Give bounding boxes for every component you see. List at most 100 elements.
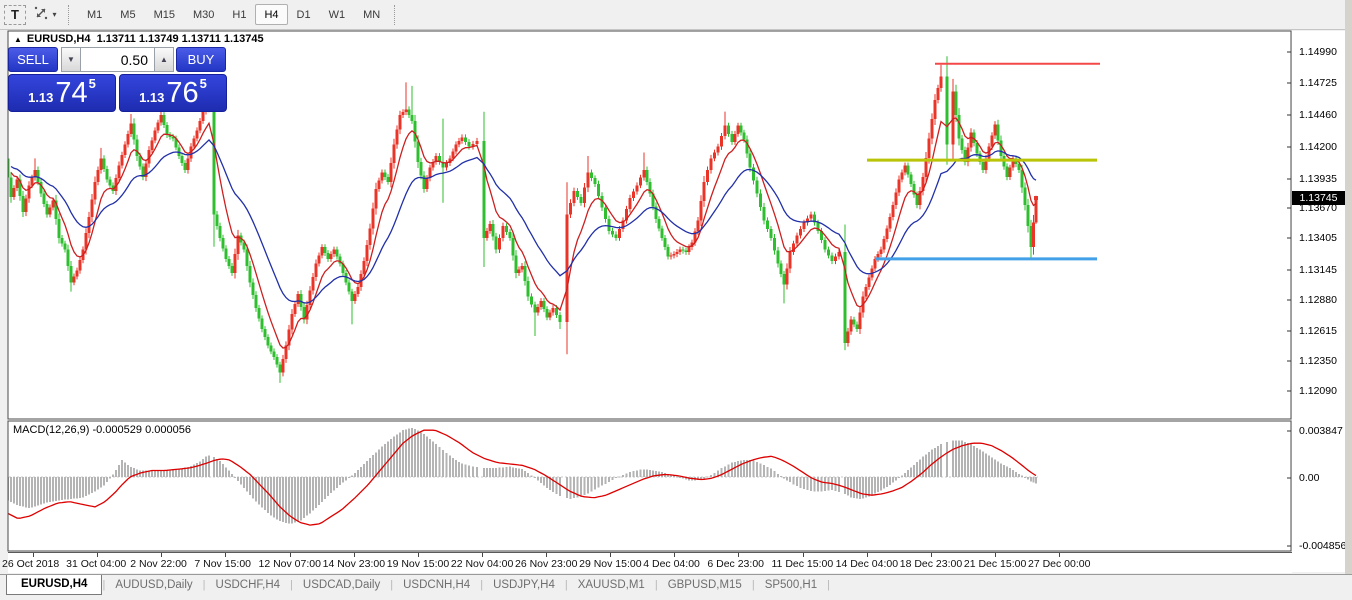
timeframe-button-M5[interactable]: M5 bbox=[120, 8, 136, 21]
dropdown-caret-icon: ▾ bbox=[52, 10, 57, 19]
drawing-tool-button[interactable]: ▾ bbox=[28, 4, 62, 26]
tab-usdcad-daily[interactable]: USDCAD,Daily bbox=[302, 579, 381, 591]
tab-usdchf-h4[interactable]: USDCHF,H4 bbox=[215, 579, 281, 591]
price-chart-canvas[interactable] bbox=[0, 30, 1292, 582]
price-axis-label: 1.13405 bbox=[1299, 232, 1337, 244]
toolbar-grip[interactable] bbox=[68, 4, 73, 25]
date-axis-label: 22 Nov 04:00 bbox=[450, 558, 514, 570]
sell-price-main: 74 bbox=[55, 77, 88, 109]
buy-price-prefix: 1.13 bbox=[139, 90, 165, 105]
macd-axis-label: 0.003847 bbox=[1299, 425, 1343, 437]
slow-ma-line bbox=[10, 138, 1037, 304]
tab-separator: | bbox=[390, 579, 394, 591]
timeframe-button-M1[interactable]: M1 bbox=[87, 8, 103, 21]
last-price-marker bbox=[1034, 196, 1038, 201]
date-axis-label: 7 Nov 15:00 bbox=[194, 558, 251, 570]
date-axis-tick bbox=[802, 553, 804, 557]
price-axis-label: 1.13935 bbox=[1299, 173, 1337, 185]
price-axis-label: 1.13670 bbox=[1299, 202, 1337, 214]
macd-pane-background bbox=[8, 421, 1291, 551]
date-axis[interactable]: 26 Oct 2018 31 Oct 04:00 2 Nov 22:00 7 Nov … bbox=[2, 552, 1292, 573]
date-axis-label: 14 Nov 23:00 bbox=[322, 558, 386, 570]
window-right-margin bbox=[1345, 0, 1352, 600]
date-axis-label: 14 Dec 04:00 bbox=[835, 558, 899, 570]
sell-button[interactable]: SELL bbox=[8, 47, 58, 72]
sell-price-box[interactable]: 1.13 74 5 bbox=[8, 74, 116, 112]
price-axis-label: 1.12350 bbox=[1299, 355, 1337, 367]
timeframe-button-MN[interactable]: MN bbox=[363, 8, 381, 21]
main-pane-border bbox=[7, 30, 1292, 420]
tab-separator: | bbox=[480, 579, 484, 591]
buy-button[interactable]: BUY bbox=[176, 47, 226, 72]
date-axis-tick bbox=[866, 553, 868, 557]
text-label-tool-button[interactable]: T bbox=[4, 4, 26, 25]
crosshair-arrows-icon bbox=[33, 5, 49, 24]
candles-layer bbox=[8, 56, 1038, 383]
date-axis-tick bbox=[610, 553, 612, 557]
date-axis-label: 4 Dec 04:00 bbox=[643, 558, 700, 570]
timeframe-button-H4[interactable]: H4 bbox=[255, 4, 288, 25]
date-axis-label: 29 Nov 15:00 bbox=[579, 558, 642, 570]
chart-window: ▲ EURUSD,H4 1.13711 1.13749 1.13711 1.137… bbox=[0, 30, 1352, 574]
timeframe-button-H1[interactable]: H1 bbox=[232, 8, 247, 21]
one-click-trading-panel: SELL ▼ ▲ BUY 1.13 74 5 1.13 76 5 bbox=[8, 47, 229, 112]
date-axis-tick bbox=[994, 553, 996, 557]
volume-increase-button[interactable]: ▲ bbox=[154, 47, 174, 72]
tab-xauusd-m1[interactable]: XAUUSD,M1 bbox=[577, 579, 645, 591]
date-axis-tick bbox=[1059, 553, 1060, 557]
date-axis-tick bbox=[417, 553, 419, 557]
timeframe-button-group: M1 M5 M15 M30 H1 H4 D1 W1 MN bbox=[78, 4, 389, 25]
tab-audusd-daily[interactable]: AUDUSD,Daily bbox=[115, 579, 193, 591]
tab-separator: | bbox=[751, 579, 755, 591]
date-axis-label: 21 Dec 15:00 bbox=[963, 558, 1027, 570]
date-axis-label: 27 Dec 00:00 bbox=[1028, 558, 1091, 570]
price-axis-label: 1.12880 bbox=[1299, 294, 1337, 306]
tab-usdjpy-h4[interactable]: USDJPY,H4 bbox=[493, 579, 555, 591]
macd-signal-line bbox=[8, 429, 1037, 526]
date-axis-label: 11 Dec 15:00 bbox=[771, 558, 834, 570]
tab-sp500-h1[interactable]: SP500,H1 bbox=[764, 579, 818, 591]
macd-pane-border bbox=[7, 420, 1292, 552]
one-click-collapse-icon[interactable]: ▲ bbox=[14, 35, 22, 44]
tab-eurusd-h4[interactable]: EURUSD,H4 bbox=[6, 575, 103, 595]
timeframe-button-M30[interactable]: M30 bbox=[192, 8, 215, 21]
date-axis-tick bbox=[161, 553, 163, 557]
price-axis-label: 1.14200 bbox=[1299, 141, 1337, 153]
tab-separator: | bbox=[654, 579, 658, 591]
toolbar-grip[interactable] bbox=[394, 4, 399, 25]
buy-price-main: 76 bbox=[166, 77, 199, 109]
buy-price-pip: 5 bbox=[199, 76, 207, 91]
date-axis-tick bbox=[225, 553, 227, 557]
price-axis-label: 1.14460 bbox=[1299, 109, 1337, 121]
sell-price-prefix: 1.13 bbox=[28, 90, 54, 105]
tab-separator: | bbox=[827, 579, 830, 591]
timeframe-button-W1[interactable]: W1 bbox=[328, 8, 346, 21]
date-axis-tick bbox=[674, 553, 676, 557]
macd-layer bbox=[8, 427, 1038, 526]
date-axis-label: 26 Oct 2018 bbox=[2, 558, 60, 570]
chart-title: ▲ EURUSD,H4 1.13711 1.13749 1.13711 1.137… bbox=[14, 33, 264, 45]
date-axis-label: 2 Nov 22:00 bbox=[130, 558, 187, 570]
timeframe-button-M15[interactable]: M15 bbox=[153, 8, 175, 21]
ohlc-values: 1.13711 1.13749 1.13711 1.13745 bbox=[96, 33, 264, 45]
price-axis[interactable]: 1.14990 1.14725 1.14460 1.14200 1.13935 1.136… bbox=[1292, 31, 1346, 572]
volume-input[interactable] bbox=[81, 47, 154, 72]
date-axis-label: 6 Dec 23:00 bbox=[707, 558, 764, 570]
date-axis-label: 12 Nov 07:00 bbox=[258, 558, 321, 570]
date-axis-tick bbox=[97, 553, 99, 557]
volume-stepper: ▼ ▲ bbox=[61, 47, 174, 72]
tab-gbpusd-m15[interactable]: GBPUSD,M15 bbox=[667, 579, 742, 591]
price-axis-label: 1.14725 bbox=[1299, 77, 1337, 89]
buy-price-box[interactable]: 1.13 76 5 bbox=[119, 74, 227, 112]
date-axis-label: 31 Oct 04:00 bbox=[66, 558, 127, 570]
tab-separator: | bbox=[102, 579, 106, 591]
price-axis-label: 1.12615 bbox=[1299, 325, 1337, 337]
sell-price-pip: 5 bbox=[88, 76, 96, 91]
volume-decrease-button[interactable]: ▼ bbox=[61, 47, 81, 72]
macd-indicator-label: MACD(12,26,9) -0.000529 0.000056 bbox=[13, 424, 191, 436]
timeframe-button-D1[interactable]: D1 bbox=[296, 8, 311, 21]
fast-ma-line bbox=[10, 117, 1037, 349]
macd-axis-label: 0.00 bbox=[1299, 472, 1320, 484]
tab-usdcnh-h4[interactable]: USDCNH,H4 bbox=[403, 579, 471, 591]
